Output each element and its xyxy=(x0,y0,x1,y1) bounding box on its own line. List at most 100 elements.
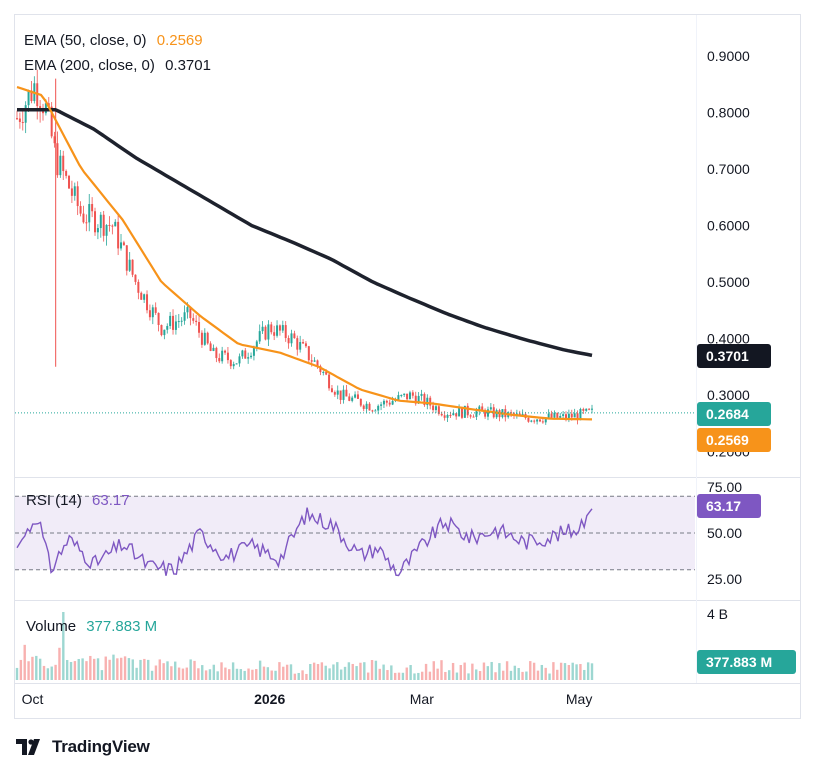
candle xyxy=(385,399,388,407)
volume-bar xyxy=(583,669,586,680)
candle xyxy=(284,321,287,342)
candle xyxy=(576,410,579,425)
volume-bar xyxy=(42,665,46,680)
candle xyxy=(235,363,238,365)
last-price-tag: 0.2684 xyxy=(697,402,771,426)
candle xyxy=(406,393,409,402)
candle xyxy=(567,409,570,423)
volume-bar xyxy=(38,658,42,680)
volume-bar xyxy=(513,665,517,680)
volume-bar xyxy=(498,663,501,680)
candle xyxy=(264,325,267,341)
candle xyxy=(137,279,140,300)
volume-bar xyxy=(143,658,146,680)
price-axis[interactable]: 0.9000 0.8000 0.7000 0.6000 0.5000 0.4000 0.30… xyxy=(707,48,750,460)
rsi-panel[interactable]: 75.00 50.00 25.00 RSI (14) 63.17 63.17 xyxy=(15,479,761,587)
price-axis-tick: 0.3000 xyxy=(707,387,750,403)
candle xyxy=(281,320,284,333)
volume-bar xyxy=(486,666,490,680)
candle xyxy=(200,330,203,348)
candle xyxy=(261,321,264,335)
volume-bar xyxy=(185,667,188,680)
ema200-legend: EMA (200, close, 0) 0.3701 xyxy=(24,57,211,74)
candle xyxy=(258,324,261,344)
rsi-legend-value: 63.17 xyxy=(92,492,130,509)
volume-bar xyxy=(231,662,235,680)
volume-bar xyxy=(532,662,536,680)
volume-bar xyxy=(355,666,358,680)
volume-bar xyxy=(525,671,528,680)
volume-bar xyxy=(517,668,520,680)
candle xyxy=(50,102,53,139)
volume-bar xyxy=(490,661,493,680)
ema-200-line xyxy=(17,107,593,358)
rsi-axis[interactable]: 75.00 50.00 25.00 xyxy=(707,479,742,587)
candle xyxy=(154,302,157,315)
tradingview-logo[interactable]: TradingView xyxy=(16,736,150,758)
volume-bar xyxy=(220,662,223,680)
rsi-axis-tick: 25.00 xyxy=(707,571,742,587)
ema50-price-tag: 0.2569 xyxy=(697,428,771,452)
candle xyxy=(313,357,316,362)
volume-bar xyxy=(494,672,497,680)
price-axis-tick: 0.5000 xyxy=(707,274,750,290)
volume-bar xyxy=(575,664,578,680)
volume-bar xyxy=(482,662,486,680)
candle xyxy=(56,131,59,178)
candle xyxy=(117,214,120,256)
candle xyxy=(446,413,449,422)
candle xyxy=(498,408,501,422)
volume-bars xyxy=(15,612,594,680)
volume-bar xyxy=(502,670,505,680)
candle xyxy=(342,385,345,404)
candle xyxy=(293,330,296,339)
candle xyxy=(345,384,348,397)
volume-bar xyxy=(359,662,362,680)
ema200-legend-value: 0.3701 xyxy=(165,57,211,74)
volume-bar xyxy=(366,672,370,680)
volume-bar xyxy=(177,667,181,680)
volume-panel[interactable]: 4 B Volume 377.883 M 377.883 M xyxy=(15,606,796,680)
candle xyxy=(388,399,391,407)
svg-text:0.3701: 0.3701 xyxy=(706,348,749,364)
volume-bar xyxy=(590,663,594,680)
candle xyxy=(530,419,533,423)
volume-bar xyxy=(409,665,412,680)
candle xyxy=(400,394,403,398)
candle xyxy=(160,324,163,337)
svg-text:0.2684: 0.2684 xyxy=(706,406,749,422)
volume-bar xyxy=(266,667,270,680)
volume-bar xyxy=(390,665,393,680)
candle xyxy=(143,293,146,304)
volume-bar xyxy=(282,666,285,680)
candle xyxy=(244,347,247,359)
candle xyxy=(59,149,62,178)
volume-bar xyxy=(571,662,574,680)
volume-bar xyxy=(166,661,169,680)
volume-bar xyxy=(96,658,100,680)
candle xyxy=(380,401,383,411)
candle xyxy=(466,403,469,419)
candle xyxy=(348,393,351,402)
ema200-legend-label: EMA (200, close, 0) xyxy=(24,57,155,74)
volume-bar xyxy=(440,660,443,680)
time-axis[interactable]: Oct 2026 Mar May xyxy=(22,691,593,707)
time-axis-label: Mar xyxy=(410,691,434,707)
volume-bar xyxy=(35,655,38,680)
candle xyxy=(588,408,591,411)
volume-bar xyxy=(108,659,111,680)
candle xyxy=(76,181,79,216)
volume-bar xyxy=(401,672,405,680)
volume-bar xyxy=(92,658,96,680)
candle xyxy=(134,274,137,285)
candle xyxy=(192,313,195,324)
volume-bar xyxy=(475,669,478,680)
candle xyxy=(120,233,123,251)
candle xyxy=(408,390,411,400)
volume-bar xyxy=(320,662,324,680)
candle xyxy=(215,346,218,363)
volume-bar xyxy=(212,664,216,680)
price-panel[interactable]: 0.9000 0.8000 0.7000 0.6000 0.5000 0.4000 0.30… xyxy=(15,32,771,460)
svg-text:0.2569: 0.2569 xyxy=(706,432,749,448)
